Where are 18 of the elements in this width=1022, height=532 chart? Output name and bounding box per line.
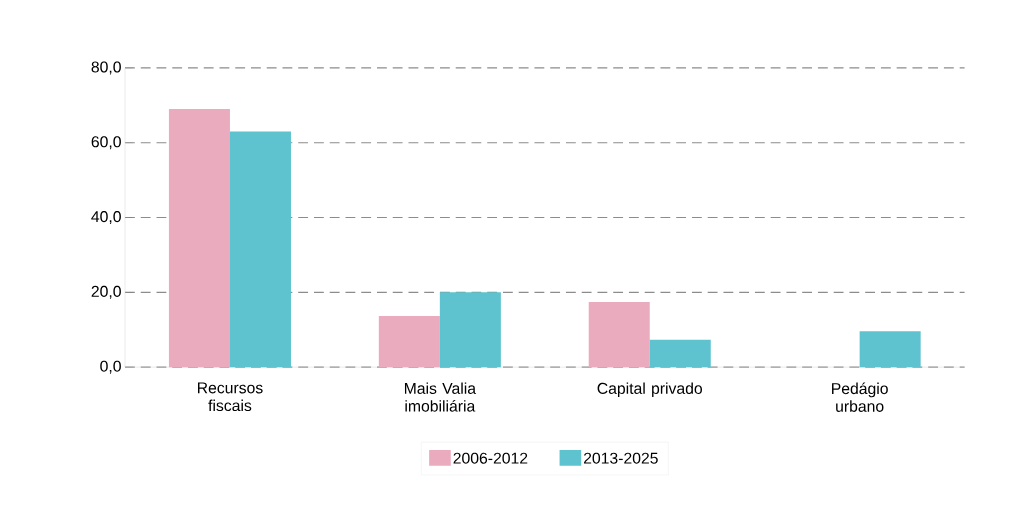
x-tick-label: Recursos fiscais (197, 382, 263, 412)
bar (859, 331, 921, 368)
x-tick-label: Pedágio urbano (832, 382, 888, 413)
bar (649, 340, 711, 368)
y-tick-label: 40,0 (91, 211, 121, 225)
bar (378, 316, 440, 368)
bar (168, 109, 230, 368)
bar (588, 302, 650, 368)
x-tick-label: Capital privado (597, 382, 703, 398)
legend-label: 2013-2025 (583, 452, 658, 465)
y-tick-label: 80,0 (91, 61, 121, 75)
y-tick-label: 60,0 (91, 136, 121, 150)
bar (439, 292, 501, 368)
bar (229, 131, 291, 368)
y-tick-label: 20,0 (91, 286, 121, 300)
y-tick-label: 0,0 (100, 360, 121, 374)
x-tick-label: Mais Valia imobiliária (404, 382, 477, 412)
legend-label: 2006-2012 (453, 452, 528, 465)
